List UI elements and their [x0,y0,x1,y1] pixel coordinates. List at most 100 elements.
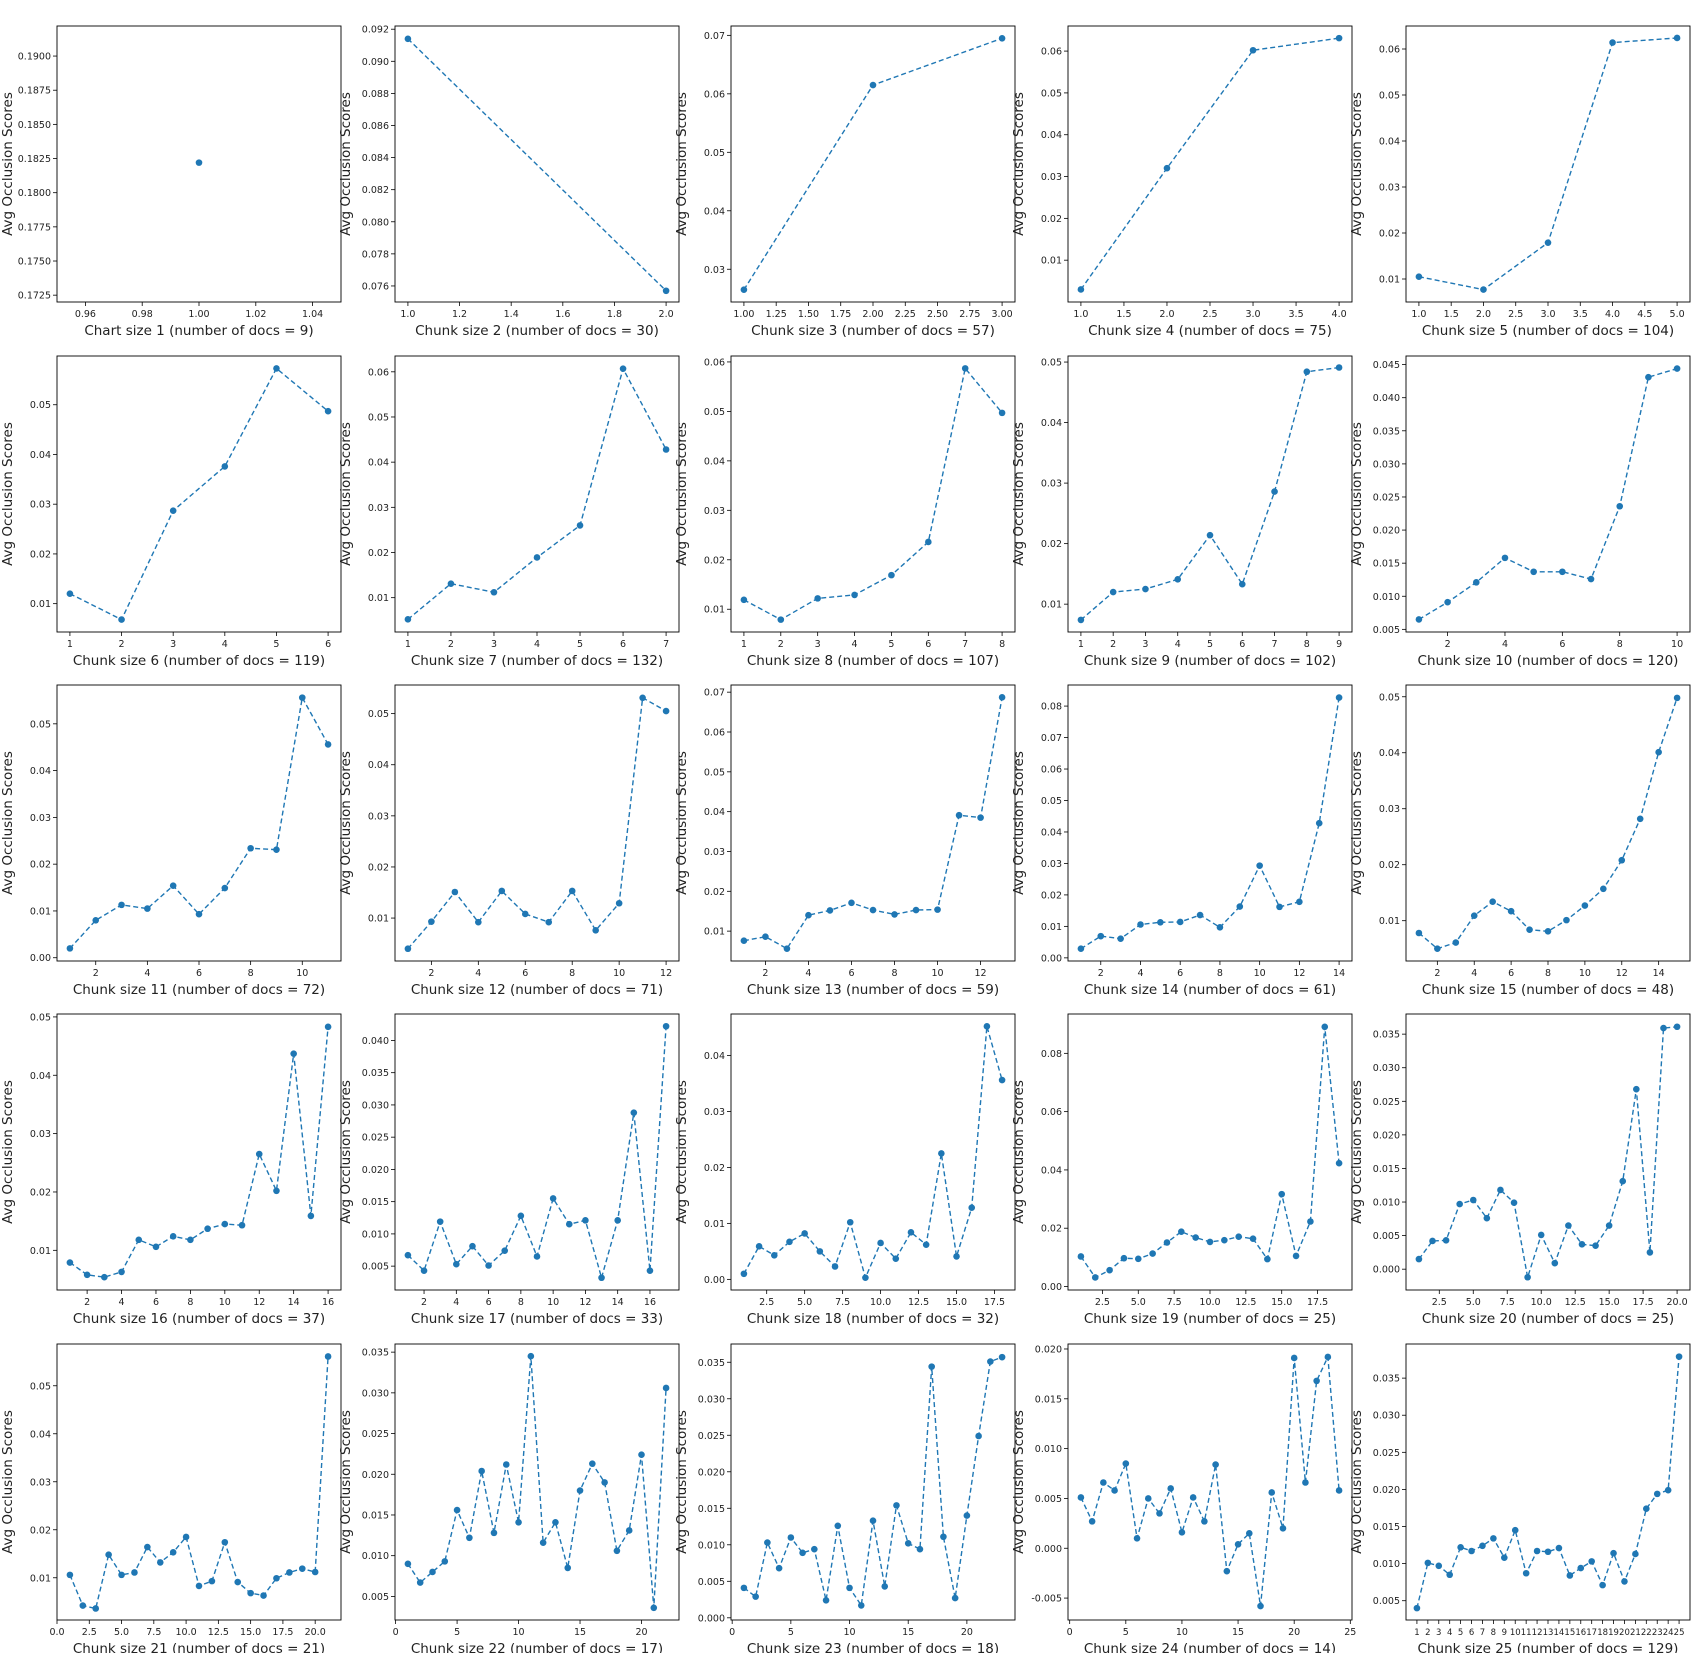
data-point [888,571,895,579]
y-tick-label: 0.04 [368,458,389,469]
subplot-16: 2 4 6 8 10 12 14 16 0.01 0.02 0.03 0.04 0.05 Chunk si… [0,1012,342,1327]
data-point [662,446,670,453]
y-tick-label: 0.03 [1041,859,1062,870]
x-tick-label: 6 [620,639,626,650]
y-tick-label: 0.04 [1041,1165,1062,1176]
data-point [1664,1486,1672,1494]
x-tick-label: 7.5 [146,1627,161,1638]
data-point [324,1023,332,1031]
x-tick-label: 12.5 [1235,1297,1256,1308]
x-axis-label: Chunk size 7 (number of docs = 132) [411,653,663,669]
series-line [743,366,1003,621]
x-tick-label: 5 [1458,1628,1463,1638]
data-point [428,918,435,925]
x-tick-label: 10.0 [176,1627,197,1638]
y-tick-label: 0.05 [1041,88,1062,99]
y-tick-label: 0.01 [30,1246,51,1257]
x-tick-label: 15.0 [240,1627,261,1638]
y-tick-label: 0.005 [362,1592,389,1603]
y-tick-label: 0.05 [704,148,725,159]
data-point [805,911,812,919]
x-tick-label: 15.0 [1271,1297,1292,1308]
y-tick-label: 0.000 [1373,1265,1400,1276]
x-tick-label: 19 [1608,1628,1619,1638]
x-tick-label: 15 [1564,1628,1575,1638]
x-tick-label: 4 [1175,639,1181,650]
data-point [92,1605,100,1612]
x-axis-label: Chart size 1 (number of docs = 9) [84,323,313,339]
y-axis-label: Avg Occlusion Scores [338,422,354,566]
y-tick-label: 0.03 [704,1107,725,1118]
x-tick-label: 17.5 [1307,1297,1328,1308]
data-point [777,616,785,623]
x-tick-label: 2.5 [1508,309,1523,320]
data-point [1257,1602,1264,1610]
x-tick-label: 2.00 [862,309,883,320]
data-point [1109,588,1117,596]
data-point [662,1384,670,1392]
data-point [324,407,332,415]
x-tick-label: 1.02 [245,309,266,320]
data-point [740,596,748,604]
data-point [1223,1567,1231,1575]
series-line [407,1026,667,1281]
x-axis-label: Chunk size 20 (number of docs = 25) [1422,1311,1674,1327]
x-tick-label: 6 [486,1297,492,1308]
subplot-9: 1 2 3 4 5 6 7 8 9 0.01 0.02 0.03 0.04 0.05 Chunk size … [1011,355,1353,669]
x-tick-label: 2.0 [659,309,674,320]
y-axis-label: Avg Occlusion Scores [0,92,16,236]
x-tick-label: 2 [778,639,784,650]
data-point [1189,1494,1197,1501]
x-tick-label: 10 [1176,1627,1188,1638]
y-tick-label: 0.02 [1041,539,1062,550]
y-tick-label: 0.05 [30,1381,51,1392]
x-tick-label: 14 [1554,1628,1565,1638]
y-tick-label: 0.05 [704,767,725,778]
x-tick-label: 2 [119,639,125,650]
data-point [466,1534,473,1542]
data-point [195,910,203,918]
data-point [1321,1023,1329,1031]
x-axis-label: Chunk size 13 (number of docs = 59) [747,982,999,998]
series-line [407,366,667,620]
data-point [234,1578,242,1586]
data-point [811,1545,818,1553]
data-point [1077,286,1085,293]
data-point [1201,1518,1208,1525]
data-point [912,906,920,914]
x-tick-label: 0.0 [49,1627,64,1638]
y-axis-label: Avg Occlusion Scores [674,751,690,895]
data-point [1577,1564,1585,1572]
data-point [1315,819,1323,827]
y-axis-label: Avg Occlusion Scores [1011,92,1027,236]
x-tick-label: 7 [663,639,669,650]
y-tick-label: 0.05 [1379,692,1400,703]
y-tick-label: 0.035 [1373,1030,1400,1041]
data-point [1675,1353,1683,1360]
data-point [740,1584,748,1592]
y-tick-label: 0.05 [30,1012,51,1023]
x-tick-label: 4 [475,968,481,979]
data-point [1221,1236,1228,1244]
x-tick-label: 12 [1616,968,1628,979]
data-point [1636,815,1644,823]
data-point [1216,924,1224,931]
data-point [1457,1543,1464,1551]
y-tick-label: 0.010 [1373,1559,1400,1570]
x-tick-label: 1.75 [830,309,851,320]
data-point [576,522,584,529]
x-tick-label: 20.0 [1667,1297,1688,1308]
y-tick-label: 0.01 [30,1573,51,1584]
x-tick-label: 2 [1098,968,1104,979]
data-point [1501,1554,1508,1561]
y-tick-label: 0.02 [704,1163,725,1174]
data-point [290,1050,297,1057]
data-point [1178,1228,1185,1236]
data-point [907,1229,915,1236]
data-point [1653,1490,1661,1498]
data-point [1307,1218,1314,1225]
x-tick-label: 2 [1434,968,1440,979]
x-tick-label: 2 [84,1297,90,1308]
y-tick-label: 0.06 [704,357,725,368]
data-point [869,1517,877,1524]
